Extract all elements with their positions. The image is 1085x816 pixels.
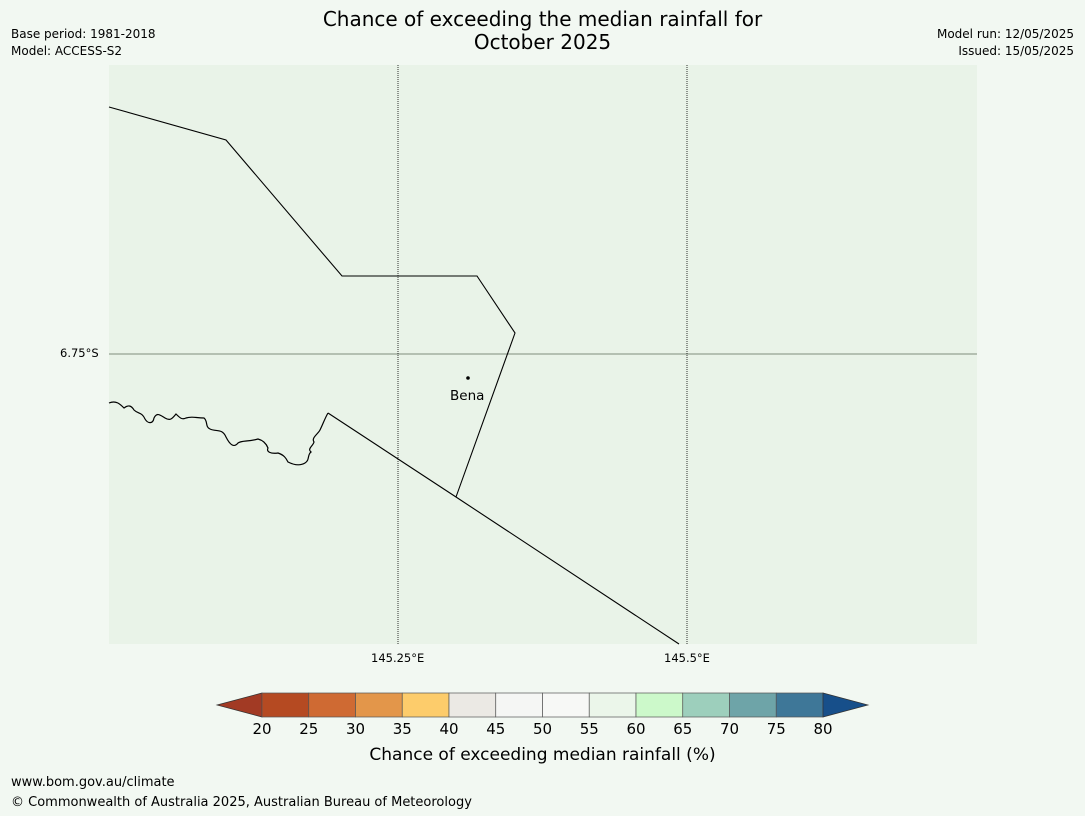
meta-left: Base period: 1981-2018 Model: ACCESS-S2 <box>11 26 156 60</box>
province-boundary-north <box>108 106 516 498</box>
place-label-bena: Bena <box>450 388 485 404</box>
colorbar-tick-label: 25 <box>299 720 319 738</box>
colorbar-tick-label: 40 <box>439 720 459 738</box>
river-boundary <box>108 401 329 466</box>
footer-copyright: © Commonwealth of Australia 2025, Austra… <box>11 795 472 810</box>
chart-title: Chance of exceeding the median rainfall … <box>0 8 1085 54</box>
model-run: Model run: 12/05/2025 <box>936 27 1074 41</box>
model-name: Model: ACCESS-S2 <box>11 44 123 58</box>
title-line-2: October 2025 <box>473 30 612 54</box>
map-background <box>109 65 977 644</box>
latitude-label: 6.75°S <box>60 346 99 360</box>
longitude-label-1: 145.25°E <box>371 651 425 665</box>
colorbar-tick-label: 55 <box>579 720 599 738</box>
colorbar-tick-label: 80 <box>813 720 833 738</box>
colorbar-tick-label: 20 <box>252 720 272 738</box>
colorbar-tick-label: 75 <box>766 720 786 738</box>
colorbar-tick-label: 30 <box>345 720 366 738</box>
meta-right: Model run: 12/05/2025 Issued: 15/05/2025 <box>937 26 1074 60</box>
colorbar-tick-label: 35 <box>392 720 412 738</box>
colorbar-tick-label: 50 <box>532 720 553 738</box>
colorbar-tick-label: 60 <box>626 720 646 738</box>
colorbar-label: Chance of exceeding median rainfall (%) <box>369 745 716 765</box>
colorbar-tick-label: 70 <box>719 720 740 738</box>
colorbar-tick-label: 45 <box>486 720 506 738</box>
issued-date: Issued: 15/05/2025 <box>958 44 1074 58</box>
longitude-label-2: 145.5°E <box>664 651 710 665</box>
footer-url[interactable]: www.bom.gov.au/climate <box>11 775 175 790</box>
title-line-1: Chance of exceeding the median rainfall … <box>322 7 763 31</box>
colorbar-tick-label: 65 <box>673 720 693 738</box>
base-period: Base period: 1981-2018 <box>11 27 156 41</box>
bena-marker <box>466 376 470 380</box>
province-boundary-south <box>327 412 680 645</box>
